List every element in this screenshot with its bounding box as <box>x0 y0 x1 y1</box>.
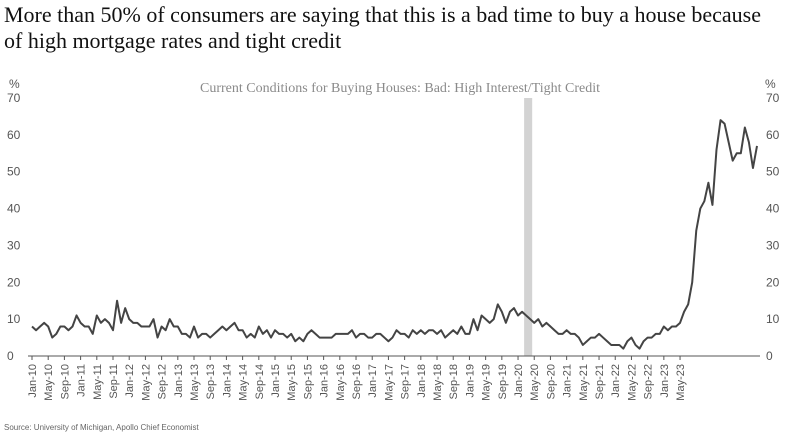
y-tick-right-label: 30 <box>766 238 780 252</box>
x-tick-label: Sep-12 <box>157 364 169 399</box>
x-tick-label: Jan-11 <box>76 364 88 397</box>
y-axis-label-left: % <box>9 77 20 91</box>
y-axis-label-right: % <box>765 77 776 91</box>
x-tick-label: Sep-17 <box>400 364 412 399</box>
x-tick-label: May-13 <box>189 364 201 401</box>
y-tick-left-label: 40 <box>7 202 21 216</box>
x-tick-label: May-22 <box>626 364 638 401</box>
y-tick-left-label: 20 <box>7 275 21 289</box>
x-tick-label: Jan-17 <box>367 364 379 398</box>
x-tick-label: Sep-22 <box>643 364 655 399</box>
y-tick-left-label: 70 <box>7 91 21 105</box>
y-tick-left-label: 30 <box>7 238 21 252</box>
x-tick-label: May-19 <box>481 364 493 401</box>
chart-title: Current Conditions for Buying Houses: Ba… <box>200 81 600 96</box>
x-tick-label: Jan-12 <box>124 364 136 398</box>
x-tick-label: Jan-13 <box>173 364 185 398</box>
x-tick-label: May-17 <box>383 364 395 401</box>
x-tick-label: May-16 <box>335 364 347 401</box>
x-tick-label: May-20 <box>529 364 541 401</box>
x-tick-label: Sep-15 <box>302 364 314 399</box>
x-tick-label: Jan-20 <box>513 364 525 398</box>
x-tick-label: May-15 <box>286 364 298 401</box>
x-tick-label: May-10 <box>43 364 55 401</box>
y-tick-right-label: 20 <box>766 275 780 289</box>
x-tick-label: Jan-16 <box>319 364 331 398</box>
chart-headline: More than 50% of consumers are saying th… <box>4 2 761 53</box>
x-tick-label: Sep-11 <box>108 364 120 399</box>
x-tick-label: May-12 <box>140 364 152 401</box>
x-tick-label: May-14 <box>238 364 250 401</box>
x-tick-label: Jan-19 <box>464 364 476 398</box>
x-tick-label: Sep-16 <box>351 364 363 399</box>
x-tick-label: May-21 <box>578 364 590 401</box>
y-tick-right-label: 50 <box>766 165 780 179</box>
x-tick-label: Sep-19 <box>497 364 509 399</box>
y-ticks-left: 0 10 20 30 40 50 60 70 <box>7 91 21 363</box>
x-tick-label: Sep-10 <box>59 364 71 399</box>
x-tick-label: Jan-21 <box>562 364 574 398</box>
x-tick-label: Jan-14 <box>221 364 233 398</box>
x-tick-label: Jan-22 <box>610 364 622 398</box>
y-tick-right-label: 60 <box>766 128 780 142</box>
x-tick-label: Jan-15 <box>270 364 282 398</box>
x-tick-label: Sep-14 <box>254 364 266 399</box>
series-line <box>31 119 758 350</box>
y-tick-left-label: 10 <box>7 312 21 326</box>
y-tick-right-label: 0 <box>766 349 773 363</box>
y-ticks-right: 0 10 20 30 40 50 60 70 <box>766 91 780 363</box>
x-tick-label: May-11 <box>92 364 104 400</box>
shade-layer <box>524 98 533 356</box>
y-tick-left-label: 0 <box>7 349 14 363</box>
y-tick-left-label: 60 <box>7 128 21 142</box>
x-tick-label: May-23 <box>675 364 687 401</box>
x-tick-label: Sep-21 <box>594 364 606 399</box>
y-tick-right-label: 40 <box>766 202 780 216</box>
source-note: Source: University of Michigan, Apollo C… <box>4 423 199 432</box>
y-tick-right-label: 10 <box>766 312 780 326</box>
x-tick-label: Sep-18 <box>448 364 460 399</box>
x-tick-label: Jan-10 <box>27 364 39 398</box>
y-tick-left-label: 50 <box>7 165 21 179</box>
x-ticks: Jan-10 May-10 Sep-10 Jan-11 May-11 Sep-11 Jan-… <box>27 356 687 401</box>
x-tick-label: Sep-20 <box>545 364 557 399</box>
x-tick-label: Jan-18 <box>416 364 428 398</box>
x-tick-label: May-18 <box>432 364 444 401</box>
x-tick-label: Jan-23 <box>659 364 671 398</box>
y-tick-right-label: 70 <box>766 91 780 105</box>
shaded-period-0 <box>524 98 533 356</box>
x-tick-label: Sep-13 <box>205 364 217 399</box>
